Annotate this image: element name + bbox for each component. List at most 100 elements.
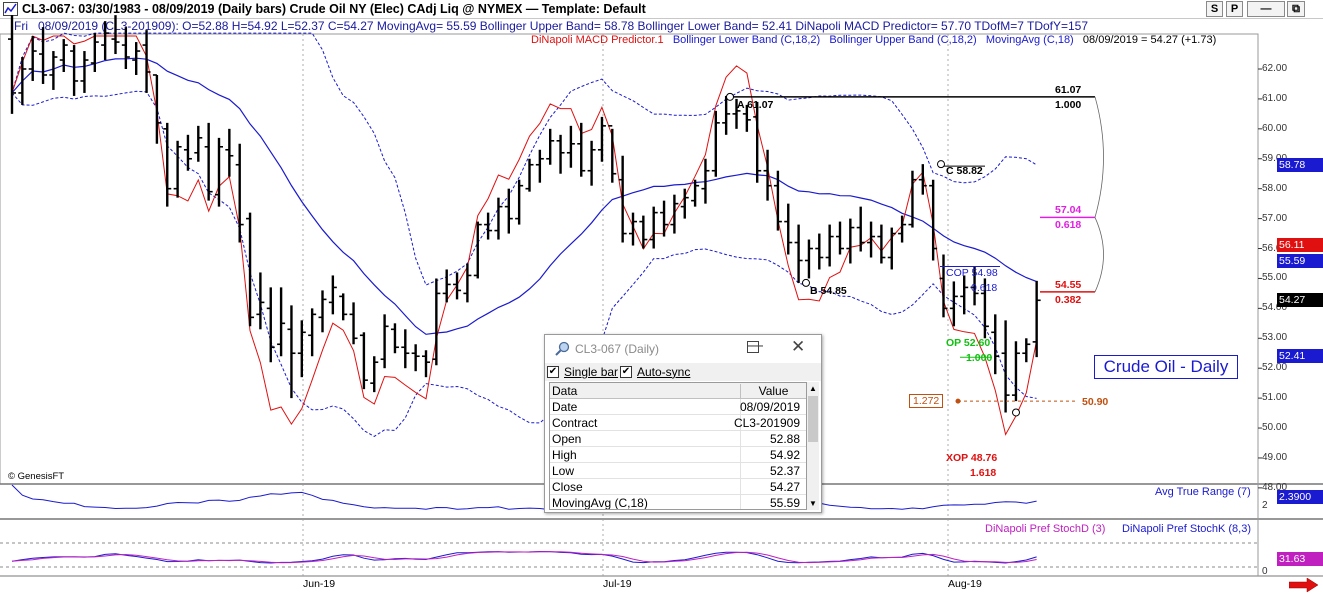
- legend-last-value: 08/09/2019 = 54.27 (+1.73): [1082, 34, 1217, 46]
- scroll-right-arrow-icon[interactable]: [1289, 578, 1319, 593]
- day-label: Fri: [14, 19, 28, 33]
- ohlc-bar: [111, 15, 120, 55]
- ohlc-bar: [949, 281, 958, 327]
- ohlc-bar: [701, 158, 710, 204]
- ohlc-bar: [566, 125, 575, 168]
- ohlc-bar: [370, 356, 379, 393]
- price-tick-label: 51.00: [1262, 392, 1288, 404]
- price-tag: 54.27: [1277, 293, 1323, 308]
- ohlc-bar: [815, 233, 824, 270]
- genesis-label: © GenesisFT: [8, 471, 65, 482]
- bollinger-upper-line: [11, 32, 1037, 286]
- ohlc-bar: [463, 263, 472, 303]
- price-tick-label: 49.00: [1262, 451, 1288, 463]
- ohlc-bar: [442, 269, 451, 303]
- data-window-scrollbar[interactable]: ▲ ▼: [807, 382, 819, 510]
- ohlc-bar: [504, 188, 513, 234]
- ohlc-bar: [763, 149, 772, 201]
- ext-dot: [955, 398, 961, 404]
- stoch-d-line: [11, 551, 1037, 564]
- ohlc-bar: [939, 254, 948, 318]
- ohlc-bar: [484, 212, 493, 240]
- ohlc-bar: [204, 122, 213, 201]
- ohlc-bar: [535, 149, 544, 183]
- ohlc-bar: [215, 137, 223, 207]
- ohlc-bar: [308, 308, 317, 357]
- single-bar-checkbox[interactable]: ✔: [547, 366, 559, 378]
- row-key: Close: [552, 480, 583, 494]
- ohlc-bar: [908, 170, 917, 228]
- ohlc-bar: [152, 74, 161, 144]
- ohlc-bar: [898, 215, 907, 243]
- ohlc-bar: [390, 323, 399, 354]
- col-value-header: Value: [740, 384, 806, 398]
- ohlc-bar: [183, 134, 192, 171]
- legend-lower-band: Bollinger Lower Band (C,18,2): [672, 34, 821, 46]
- dw-close-icon[interactable]: ✕: [791, 337, 806, 356]
- table-row: Contract CL3-201909: [550, 415, 806, 431]
- ohlc-bar: [597, 116, 606, 162]
- data-window-titlebar[interactable]: CL3-067 (Daily) — ✕: [545, 335, 821, 363]
- row-key: Contract: [552, 416, 598, 430]
- minimize-button[interactable]: —: [1247, 1, 1285, 17]
- restore-button[interactable]: ⧉: [1287, 1, 1305, 17]
- price-tag: 56.11: [1277, 238, 1323, 253]
- date-jul: Jul-19: [603, 578, 632, 590]
- fib3-ratio: 0.382: [1055, 294, 1082, 306]
- ohlc-bar: [473, 221, 482, 279]
- price-tag: 52.41: [1277, 348, 1323, 363]
- ohlc-bar: [173, 140, 182, 198]
- ohlc-bar: [929, 179, 938, 261]
- ohlc-bar: [225, 128, 234, 177]
- atr-value-tag: 2.3900: [1277, 490, 1323, 504]
- window-title-bar: CL3-067: 03/30/1983 - 08/09/2019 (Daily …: [0, 0, 1323, 19]
- ohlc-bar: [825, 224, 834, 267]
- s-button[interactable]: S: [1206, 1, 1223, 17]
- row-value: 08/09/2019: [739, 400, 800, 414]
- auto-sync-checkbox[interactable]: ✔: [620, 366, 632, 378]
- pivot-marker: [937, 160, 945, 169]
- op-ratio: 1.000: [966, 352, 993, 364]
- stoch-k-label: DiNapoli Pref StochK (8,3): [1122, 523, 1251, 535]
- ohlc-bar: [732, 98, 741, 129]
- ohlc-bar: [970, 266, 979, 306]
- ohlc-bar: [297, 320, 306, 378]
- ohlc-bar: [132, 42, 141, 75]
- info-text: 08/09/2019 (CL3-201909): O=52.88 H=54.92…: [38, 19, 1089, 33]
- fib2-price: 57.04: [1055, 204, 1082, 216]
- dw-maximize-icon[interactable]: [747, 341, 759, 353]
- ohlc-bar: [70, 45, 79, 96]
- scroll-thumb[interactable]: [808, 396, 818, 442]
- ohlc-bar: [846, 218, 855, 264]
- ohlc-bar: [8, 15, 16, 114]
- row-key: Low: [552, 464, 575, 478]
- price-tick-label: 54.00: [1262, 302, 1288, 314]
- ohlc-bar: [432, 278, 441, 366]
- scroll-down-icon[interactable]: ▼: [809, 499, 817, 508]
- row-key: Date: [552, 400, 578, 414]
- label-b: B 54.85: [810, 285, 847, 297]
- ohlc-bar: [59, 39, 68, 72]
- fib-bracket: [1094, 96, 1104, 218]
- ohlc-bar: [422, 350, 430, 378]
- stoch-value-tag: 31.63: [1277, 552, 1323, 566]
- ohlc-bar: [380, 314, 389, 369]
- data-window[interactable]: CL3-067 (Daily) — ✕ ✔ Single bar ✔ Auto-…: [544, 334, 822, 513]
- ohlc-bar: [980, 278, 989, 339]
- scroll-up-icon[interactable]: ▲: [809, 384, 817, 393]
- p-button[interactable]: P: [1226, 1, 1243, 17]
- ohlc-bar: [587, 140, 596, 186]
- price-tick-label: 56.00: [1262, 242, 1288, 254]
- row-value: 52.88: [769, 432, 800, 446]
- table-row: Close 54.27: [550, 479, 806, 495]
- ohlc-bar: [18, 57, 27, 105]
- xop-ratio: 1.618: [970, 467, 997, 479]
- ohlc-bar: [401, 329, 410, 369]
- col-data-header: Data: [552, 384, 578, 398]
- data-window-header: Data Value: [550, 383, 806, 399]
- table-row: MovingAvg (C,18) 55.59: [550, 495, 806, 509]
- legend: DiNapoli MACD Predictor.1 Bollinger Lowe…: [531, 34, 1216, 46]
- atr-line: [11, 484, 1037, 512]
- price-tick-label: 53.00: [1262, 332, 1288, 344]
